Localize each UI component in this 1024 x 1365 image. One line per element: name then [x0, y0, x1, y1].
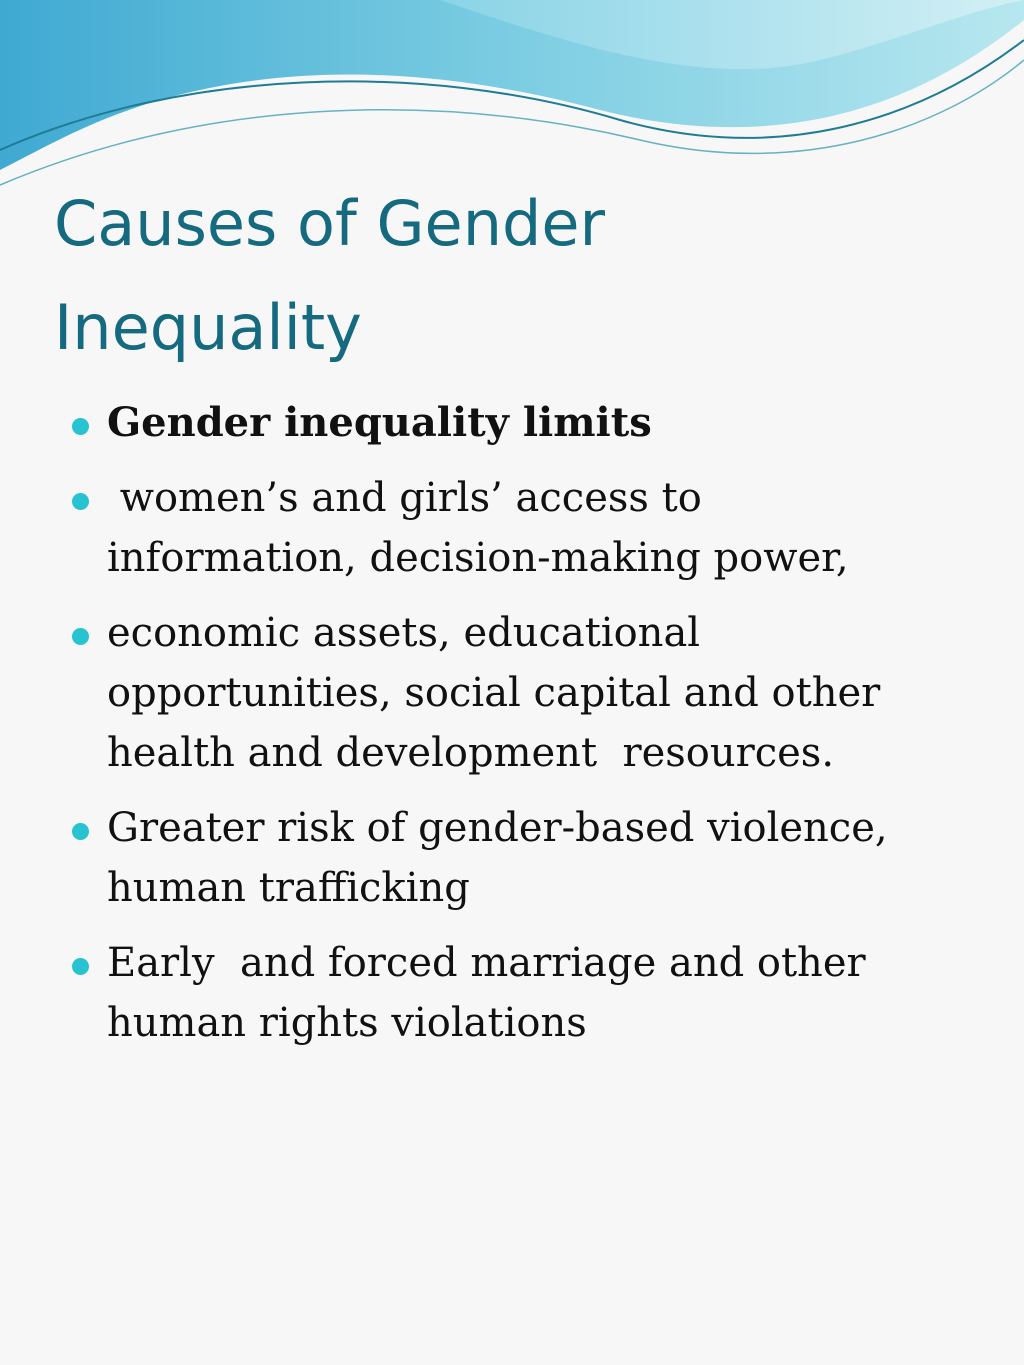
bullet-item: Early and forced marriage and other huma… [0, 933, 1000, 1053]
bullet-text: information, decision-making power, [107, 535, 849, 581]
bullet-dot-icon [72, 958, 89, 975]
slide-title: Causes of Gender Inequality [54, 172, 954, 380]
bullet-dot-icon [72, 418, 89, 435]
slide-title-line: Inequality [54, 291, 362, 364]
bullet-text: human rights violations [107, 1000, 587, 1046]
bullet-text: health and development resources. [107, 730, 835, 776]
bullet-item: women’s and girls’ access to information… [0, 468, 1000, 588]
bullet-item: Greater risk of gender-based violence, h… [0, 798, 1000, 918]
bullet-dot-icon [72, 493, 89, 510]
bullet-text: women’s and girls’ access to [107, 475, 702, 521]
bullet-dot-icon [72, 628, 89, 645]
bullet-list: Gender inequality limits women’s and gir… [0, 393, 1000, 1068]
bullet-item: Gender inequality limits [0, 393, 1000, 453]
bullet-text: human trafficking [107, 865, 470, 911]
bullet-text: Gender inequality limits [107, 399, 652, 446]
bullet-item: economic assets, educational opportuniti… [0, 603, 1000, 783]
header-wave-decoration [0, 0, 1024, 186]
bullet-dot-icon [72, 823, 89, 840]
bullet-text: Greater risk of gender-based violence, [107, 805, 888, 851]
bullet-text: opportunities, social capital and other [107, 670, 881, 716]
bullet-text: economic assets, educational [107, 610, 701, 656]
slide-title-line: Causes of Gender [54, 187, 605, 260]
bullet-text: Early and forced marriage and other [107, 940, 866, 986]
